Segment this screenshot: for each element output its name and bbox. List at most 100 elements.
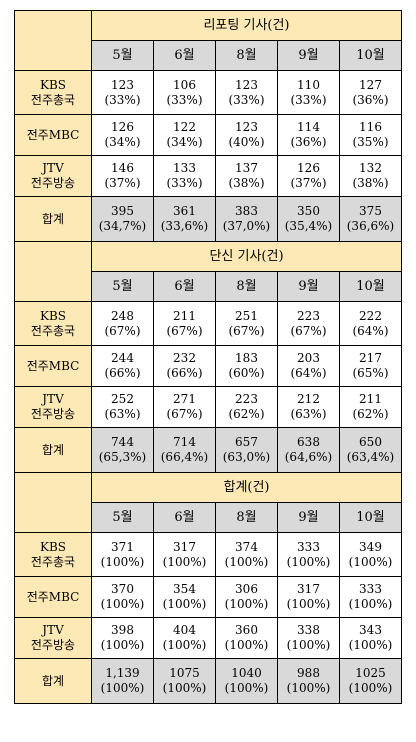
station-label: JTV 전주방송 [14,386,92,428]
count-value: 988 [297,666,320,680]
percent-value: (36%) [290,135,327,149]
count-value: 1040 [231,666,262,680]
value-cell: 211 (62%) [339,386,402,428]
section-title-row: 리포팅 기사(건) [14,10,402,71]
percent-value: (34%) [104,135,141,149]
count-value: 371 [111,539,134,554]
table-row: 전주MBC 126 (34%) 122 (34%) 123 (40%) 114 (36%) 116… [14,114,402,156]
percent-value: (100%) [348,597,393,611]
value-cell: 306 (100%) [215,576,278,618]
count-value: 333 [297,539,320,554]
value-cell: 106 (33%) [153,70,216,115]
value-cell: 133 (33%) [153,155,216,197]
station-label: KBS 전주총국 [14,532,92,577]
count-value: 123 [235,77,258,92]
count-value: 361 [173,204,196,218]
month-header: 10월 [339,271,402,302]
count-value: 252 [111,392,134,406]
station-label-line: 전주MBC [26,589,80,604]
count-value: 137 [235,161,258,175]
count-value: 203 [297,351,320,365]
value-cell: 114 (36%) [277,114,340,156]
count-value: 306 [235,582,258,596]
value-cell: 211 (67%) [153,301,216,346]
value-cell: 244 (66%) [91,345,154,387]
count-value: 116 [359,120,382,134]
percent-value: (100%) [224,638,269,652]
percent-value: (33%) [166,92,203,107]
count-value: 123 [111,77,134,92]
count-value: 657 [235,435,258,449]
month-header: 5월 [91,502,154,533]
month-header: 8월 [215,271,278,302]
percent-value: (100%) [224,554,269,569]
count-value: 349 [359,539,382,554]
value-cell: 383 (37,0%) [215,196,278,242]
station-label-line: 전주방송 [30,407,76,421]
count-value: 375 [359,204,382,218]
total-row: 합계 395 (34,7%) 361 (33,6%) 383 (37,0%) 350 (35,4… [14,196,402,242]
value-cell: 183 (60%) [215,345,278,387]
count-value: 638 [297,435,320,449]
percent-value: (63,4%) [346,450,395,464]
percent-value: (67%) [104,323,141,338]
count-value: 223 [297,308,320,323]
count-value: 383 [235,204,258,218]
percent-value: (100%) [100,681,145,695]
value-cell: 252 (63%) [91,386,154,428]
value-cell: 1025 (100%) [339,658,402,704]
value-cell: 1,139 (100%) [91,658,154,704]
percent-value: (34,7%) [98,219,147,233]
value-cell: 203 (64%) [277,345,340,387]
value-cell: 127 (36%) [339,70,402,115]
percent-value: (100%) [286,597,331,611]
table-row: KBS 전주총국 371 (100%) 317 (100%) 374 (100%) 333 (10… [14,532,402,577]
count-value: 126 [297,161,320,175]
section-title-row: 합계(건) [14,472,402,533]
station-label: KBS 전주총국 [14,301,92,346]
month-header: 9월 [277,271,340,302]
station-label: JTV 전주방송 [14,617,92,659]
count-value: 217 [359,351,382,365]
percent-value: (36%) [352,92,389,107]
percent-value: (100%) [286,681,331,695]
table-row: KBS 전주총국 248 (67%) 211 (67%) 251 (67%) 223 (67%) 2… [14,301,402,346]
section-title-row: 단신 기사(건) [14,241,402,302]
section-title: 단신 기사(건) [91,241,402,272]
table-row: JTV 전주방송 398 (100%) 404 (100%) 360 (100%) 338 (10… [14,617,402,659]
value-cell: 123 (33%) [91,70,154,115]
table-row: 전주MBC 370 (100%) 354 (100%) 306 (100%) 317 (100%… [14,576,402,618]
header-corner-cell [14,472,92,533]
percent-value: (33%) [104,92,141,107]
percent-value: (65%) [352,366,389,380]
month-header: 9월 [277,40,340,71]
value-cell: 333 (100%) [277,532,340,577]
value-cell: 650 (63,4%) [339,427,402,473]
value-cell: 338 (100%) [277,617,340,659]
count-value: 338 [297,623,320,637]
station-label: 전주MBC [14,345,92,387]
percent-value: (100%) [224,597,269,611]
percent-value: (66%) [166,366,203,380]
station-label-line: KBS [39,308,66,323]
percent-value: (62%) [352,407,389,421]
station-label-line: 전주MBC [26,358,80,373]
count-value: 183 [235,351,258,365]
month-header-row: 5월 6월 8월 9월 10월 [15,271,402,302]
value-cell: 271 (67%) [153,386,216,428]
count-value: 395 [111,204,134,218]
percent-value: (100%) [348,638,393,652]
table-row: KBS 전주총국 123 (33%) 106 (33%) 123 (33%) 110 (33%) 1… [14,70,402,115]
value-cell: 137 (38%) [215,155,278,197]
count-value: 244 [111,351,134,365]
percent-value: (100%) [162,554,207,569]
section-title: 합계(건) [91,472,402,503]
percent-value: (60%) [228,366,265,380]
percent-value: (67%) [228,323,265,338]
value-cell: 988 (100%) [277,658,340,704]
station-label-line: 전주MBC [26,127,80,142]
percent-value: (33%) [290,92,327,107]
value-cell: 395 (34,7%) [91,196,154,242]
month-header: 8월 [215,40,278,71]
station-label-line: JTV [42,161,64,175]
